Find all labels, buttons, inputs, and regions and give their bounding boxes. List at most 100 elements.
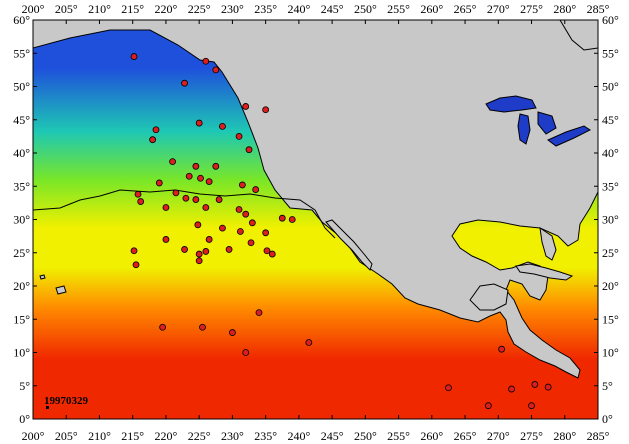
lake-superior xyxy=(485,95,537,113)
station-marker xyxy=(262,229,270,237)
station-marker xyxy=(235,132,243,140)
lake-michigan xyxy=(517,113,531,145)
x-tick-label-bottom: 260° xyxy=(420,429,443,443)
station-marker xyxy=(498,345,506,353)
station-marker xyxy=(205,178,213,185)
x-tick-label-bottom: 265° xyxy=(454,429,477,443)
station-marker xyxy=(248,219,256,227)
station-marker xyxy=(288,216,296,223)
y-tick-label-right: 15° xyxy=(602,312,619,326)
station-marker xyxy=(544,383,552,391)
station-marker xyxy=(305,339,313,346)
x-tick-label-bottom: 245° xyxy=(321,429,344,443)
station-marker xyxy=(508,385,515,393)
x-tick-label-top: 275° xyxy=(520,2,543,16)
station-marker xyxy=(137,198,145,205)
station-marker xyxy=(235,206,243,213)
station-marker xyxy=(225,246,233,253)
y-tick-label-left: 50° xyxy=(13,80,30,94)
station-marker xyxy=(169,158,176,166)
station-marker xyxy=(195,257,203,265)
station-marker xyxy=(202,248,210,255)
station-marker xyxy=(134,190,142,198)
station-marker xyxy=(199,323,206,331)
y-tick-label-left: 5° xyxy=(19,379,30,393)
x-tick-label-bottom: 205° xyxy=(55,429,78,443)
temperature-contour-line xyxy=(33,189,336,239)
station-marker xyxy=(212,162,220,170)
station-marker xyxy=(192,162,200,170)
station-marker xyxy=(195,119,203,127)
y-tick-label-right: 0° xyxy=(602,412,613,426)
station-marker xyxy=(255,309,263,317)
baja-california xyxy=(325,219,373,271)
x-tick-label-bottom: 240° xyxy=(287,429,310,443)
station-marker xyxy=(181,79,188,87)
station-markers xyxy=(130,53,552,410)
station-marker xyxy=(531,381,539,388)
station-marker xyxy=(155,179,163,187)
y-tick-label-right: 10° xyxy=(602,346,619,360)
hawaii-islands xyxy=(39,274,67,295)
x-tick-label-bottom: 200° xyxy=(22,429,45,443)
station-marker xyxy=(185,172,193,180)
y-tick-label-right: 40° xyxy=(602,146,619,160)
x-tick-label-bottom: 210° xyxy=(88,429,111,443)
florida xyxy=(539,226,557,261)
x-tick-label-bottom: 250° xyxy=(354,429,377,443)
y-tick-label-right: 45° xyxy=(602,113,619,127)
cuba xyxy=(515,263,574,281)
station-marker xyxy=(242,103,250,110)
y-tick-label-left: 0° xyxy=(19,412,30,426)
station-marker xyxy=(236,228,244,235)
station-marker xyxy=(205,236,213,243)
x-tick-label-top: 205° xyxy=(55,2,78,16)
station-marker xyxy=(242,210,250,218)
station-marker xyxy=(212,66,220,74)
station-marker xyxy=(242,349,250,356)
station-marker xyxy=(159,323,167,331)
station-marker xyxy=(197,174,204,182)
y-tick-label-left: 10° xyxy=(13,346,30,360)
x-tick-label-top: 215° xyxy=(121,2,144,16)
x-tick-label-bottom: 225° xyxy=(188,429,211,443)
x-tick-label-bottom: 230° xyxy=(221,429,244,443)
axis-ticks: 200° 200° 205° 205° 210° 210° 215° 215° 220° 220°… xyxy=(13,2,619,443)
station-marker xyxy=(172,189,180,197)
x-tick-label-top: 245° xyxy=(321,2,344,16)
x-tick-label-top: 225° xyxy=(188,2,211,16)
y-tick-label-left: 20° xyxy=(13,279,30,293)
station-marker xyxy=(278,214,286,222)
x-tick-label-bottom: 220° xyxy=(155,429,178,443)
station-marker xyxy=(528,402,535,410)
x-tick-label-top: 230° xyxy=(221,2,244,16)
date-stamp-tick xyxy=(46,406,49,409)
x-tick-label-bottom: 235° xyxy=(254,429,277,443)
x-tick-label-top: 285° xyxy=(587,2,610,16)
greenland-edge xyxy=(559,20,598,51)
station-marker xyxy=(229,329,236,336)
station-marker xyxy=(181,246,188,253)
station-marker xyxy=(192,196,200,203)
station-marker xyxy=(252,186,260,193)
station-marker xyxy=(215,196,223,203)
y-tick-label-right: 5° xyxy=(602,379,613,393)
y-tick-label-left: 25° xyxy=(13,246,30,260)
station-marker xyxy=(262,106,270,114)
station-marker xyxy=(194,221,202,229)
y-tick-label-right: 55° xyxy=(602,46,619,60)
station-marker xyxy=(195,250,203,258)
y-tick-label-left: 60° xyxy=(13,13,30,27)
station-marker xyxy=(445,384,452,392)
x-tick-label-top: 250° xyxy=(354,2,377,16)
station-marker xyxy=(268,250,276,258)
y-tick-label-left: 30° xyxy=(13,213,30,227)
station-marker xyxy=(182,194,190,202)
y-tick-label-right: 50° xyxy=(602,80,619,94)
x-tick-label-bottom: 285° xyxy=(587,429,610,443)
station-marker xyxy=(247,239,255,247)
station-marker xyxy=(245,146,253,154)
yucatan-peninsula xyxy=(469,283,509,311)
station-marker xyxy=(238,181,246,189)
x-tick-label-bottom: 280° xyxy=(553,429,576,443)
